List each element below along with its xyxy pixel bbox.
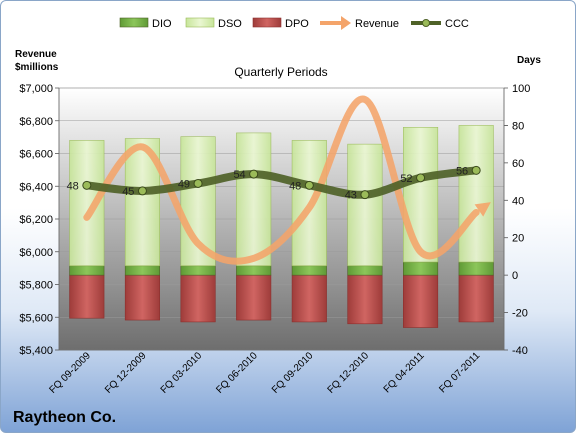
bar-dpo: [69, 274, 105, 319]
x-axis-tick-label: FQ 09-2010: [270, 350, 316, 396]
left-axis-tick-label: $6,800: [19, 116, 53, 128]
ccc-point: [471, 165, 481, 175]
x-axis-tick-label: FQ 12-2010: [326, 350, 372, 396]
ccc-data-label: 48: [67, 180, 79, 192]
legend-swatch-dso: [185, 17, 215, 28]
right-axis-tick-label: 0: [512, 270, 518, 282]
left-axis-tick-label: $7,000: [19, 83, 53, 95]
left-axis-tick-label: $6,600: [19, 149, 53, 161]
bar-dio: [236, 265, 272, 276]
legend-label-dso: DSO: [218, 18, 242, 30]
left-axis-tick-label: $6,200: [19, 214, 53, 226]
right-axis-tick-label: 40: [512, 195, 524, 207]
bar-dio: [403, 261, 439, 276]
right-axis-tick-label: 80: [512, 120, 524, 132]
ccc-point: [137, 186, 147, 196]
right-axis-title: Days: [517, 55, 541, 66]
legend-label-dpo: DPO: [285, 18, 309, 30]
revenue-arrowhead: [474, 202, 491, 217]
right-axis-tick-label: 20: [512, 233, 524, 245]
left-axis-tick-label: $5,800: [19, 280, 53, 292]
left-axis-title-line2: $millions: [15, 62, 59, 73]
ccc-point: [249, 169, 259, 179]
bar-dso: [458, 125, 494, 263]
legend-swatch-dpo: [252, 17, 282, 28]
right-axis-tick-label: 60: [512, 158, 524, 170]
right-axis-tick-label: -20: [512, 308, 528, 320]
bar-dpo: [403, 274, 439, 328]
legend: DIO DSO DPO Revenue CCC: [119, 16, 469, 30]
bar-dpo: [291, 274, 327, 323]
right-axis-tick-label: 100: [512, 83, 530, 95]
ccc-point: [416, 173, 426, 183]
x-axis-tick-label: FQ 06-2010: [214, 350, 260, 396]
bar-dio: [69, 265, 105, 276]
ccc-data-label: 45: [122, 186, 134, 198]
bar-dso: [403, 127, 439, 263]
ccc-point: [304, 180, 314, 190]
x-axis-tick-label: FQ 12-2009: [103, 350, 149, 396]
bar-dpo: [124, 274, 160, 321]
ccc-point: [360, 190, 370, 200]
bar-dso: [347, 143, 383, 267]
ccc-data-label: 56: [456, 165, 468, 177]
line-series: 48 45 49 54 48 43 52 56: [67, 95, 491, 265]
legend-swatch-ccc: [411, 19, 441, 27]
bar-dio: [180, 265, 216, 276]
left-axis-tick-label: $5,600: [19, 312, 53, 324]
bar-dpo: [347, 274, 383, 325]
bar-dpo: [458, 274, 494, 323]
bar-dio: [347, 265, 383, 276]
ccc-data-label: 48: [289, 180, 301, 192]
bar-dpo: [180, 274, 216, 323]
x-axis-tick-label: FQ 07-2011: [437, 350, 482, 395]
legend-label-revenue: Revenue: [355, 18, 399, 30]
legend-label-dio: DIO: [152, 18, 172, 30]
ccc-point: [82, 180, 92, 190]
legend-swatch-revenue: [320, 16, 351, 30]
bar-dpo: [236, 274, 272, 321]
ccc-data-label: 49: [178, 178, 190, 190]
ccc-data-label: 43: [345, 190, 357, 202]
right-axis-tick-label: -40: [512, 345, 528, 357]
bar-dio: [458, 261, 494, 276]
left-axis-title-line1: Revenue: [15, 49, 57, 60]
x-axis-tick-label: FQ 04-2011: [382, 350, 427, 395]
bar-dio: [124, 265, 160, 276]
bar-dio: [291, 265, 327, 276]
ccc-data-label: 52: [400, 173, 412, 185]
bar-dso: [124, 138, 160, 267]
legend-label-ccc: CCC: [445, 18, 469, 30]
chart-title: Quarterly Periods: [234, 65, 327, 79]
left-axis-tick-label: $5,400: [19, 345, 53, 357]
x-axis-tick-label: FQ 03-2010: [159, 350, 205, 396]
ccc-line: [82, 166, 481, 199]
legend-swatch-dio: [119, 17, 149, 28]
x-axis-tick-label: FQ 09-2009: [47, 350, 93, 396]
left-axis-tick-label: $6,400: [19, 181, 53, 193]
ccc-point: [193, 178, 203, 188]
company-name: Raytheon Co.: [13, 409, 116, 426]
left-axis-tick-label: $6,000: [19, 247, 53, 259]
bar-dso: [236, 132, 272, 267]
revenue-line: [83, 95, 480, 265]
ccc-data-label: 54: [233, 169, 245, 181]
